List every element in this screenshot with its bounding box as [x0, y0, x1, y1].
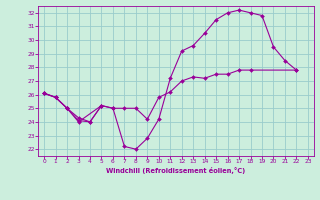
X-axis label: Windchill (Refroidissement éolien,°C): Windchill (Refroidissement éolien,°C) — [106, 167, 246, 174]
